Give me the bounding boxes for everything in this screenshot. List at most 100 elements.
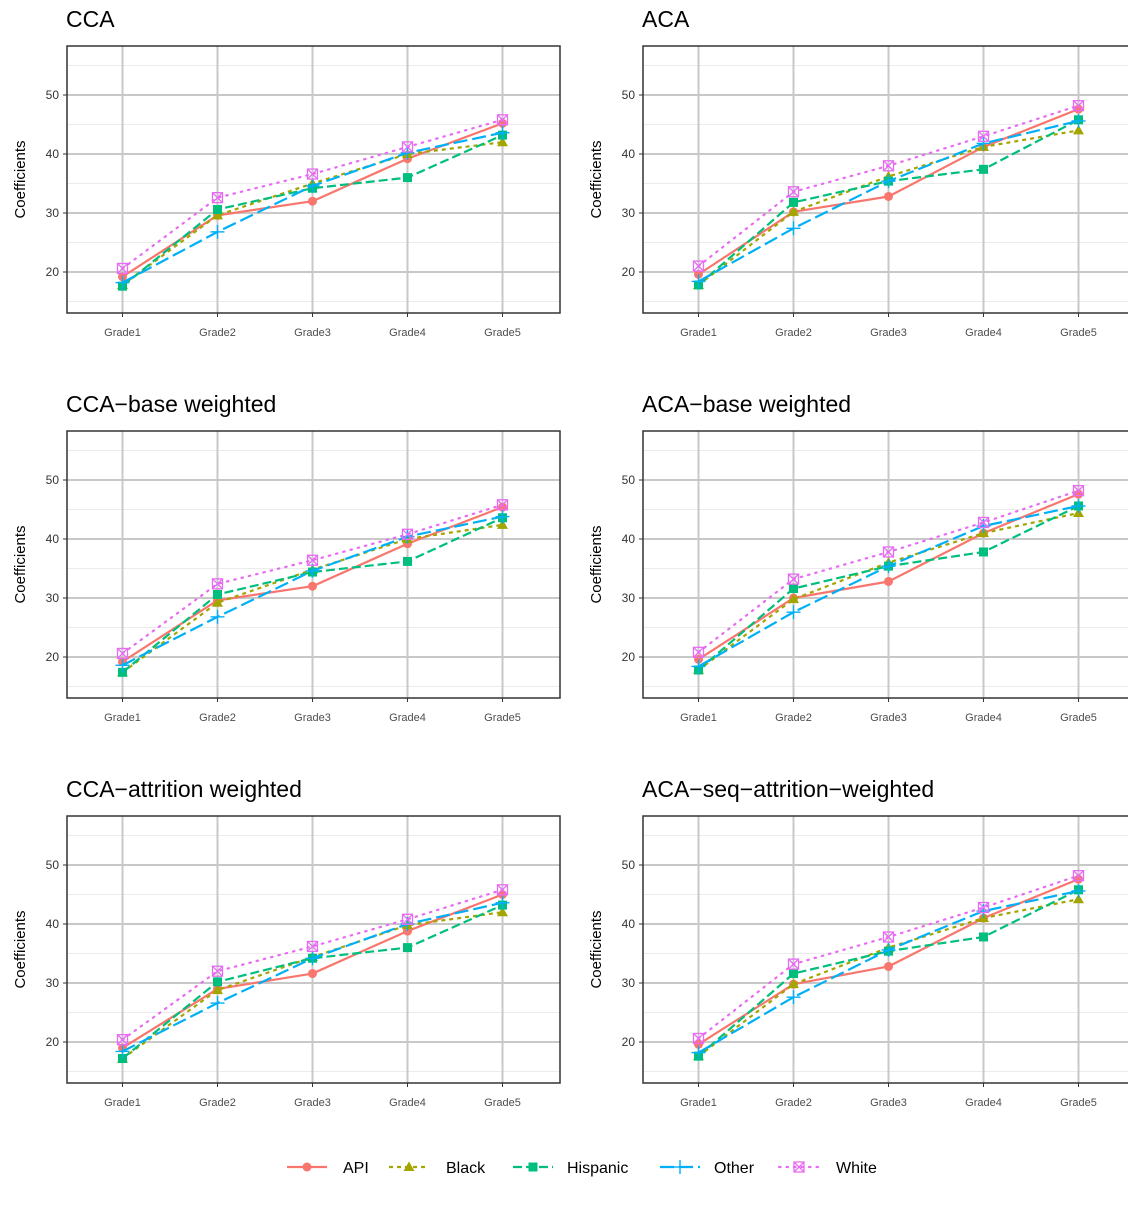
y-tick-label: 40 — [622, 532, 636, 546]
point-white-grade1-d2 — [693, 1033, 704, 1044]
panel-cca-base-weighted: 20 30 40 50 Grade1 Grade2 Grade3 Grade4 Grade5 Co… — [12, 391, 561, 724]
y-tick-label: 40 — [622, 147, 636, 161]
point-api-grade3 — [884, 191, 893, 201]
point-other-grade1 — [115, 1044, 130, 1059]
point-white-grade5-d2 — [1073, 485, 1084, 497]
x-tick-label: Grade3 — [870, 1097, 907, 1109]
point-white-grade3 — [882, 931, 895, 943]
legend-label-other: Other — [714, 1160, 755, 1177]
point-white-grade4-box — [401, 528, 414, 540]
point-other-grade5 — [495, 895, 510, 910]
x-tick-label: Grade5 — [484, 327, 521, 339]
point-black-grade5 — [1073, 893, 1084, 904]
point-hispanic-grade2 — [213, 589, 222, 599]
x-tick-label: Grade2 — [199, 327, 236, 339]
legend-key-marker-api — [302, 1162, 312, 1172]
y-axis-label: Coefficients — [588, 525, 605, 603]
point-white-grade1-box — [692, 1032, 705, 1045]
point-white-grade1 — [692, 1032, 705, 1045]
legend-label-white: White — [836, 1160, 877, 1177]
legend-key-marker-black — [403, 1161, 415, 1171]
series-white — [692, 99, 1085, 272]
point-black-grade2 — [788, 206, 799, 216]
point-white-grade2-box — [787, 186, 800, 198]
point-white-grade3-d2 — [307, 940, 318, 952]
y-axis-label: Coefficients — [12, 140, 29, 218]
point-white-grade4-d2 — [978, 130, 989, 142]
point-black-grade2 — [212, 209, 223, 220]
y-tick-label: 30 — [622, 591, 636, 605]
point-other-grade1 — [691, 274, 706, 289]
point-white-grade2-d2 — [212, 192, 223, 204]
point-other-grade3 — [881, 559, 896, 574]
x-tick-label: Grade2 — [199, 1097, 236, 1109]
point-hispanic-grade2 — [213, 977, 222, 987]
point-hispanic-grade2 — [789, 197, 798, 207]
panel-aca: 20 30 40 50 Grade1 Grade2 Grade3 Grade4 Grade5 Co… — [588, 6, 1128, 339]
point-white-grade3-d2 — [307, 168, 318, 180]
point-white-grade2-box — [787, 958, 800, 970]
point-white-grade1-d2 — [117, 263, 128, 274]
panel-aca-seq-attrition-weighted: 20 30 40 50 Grade1 Grade2 Grade3 Grade4 Grade5 Co… — [588, 776, 1128, 1109]
legend-key-marker-hispanic — [528, 1162, 538, 1172]
point-white-grade4 — [977, 130, 990, 142]
y-tick-label: 50 — [46, 88, 60, 102]
x-tick-label: Grade2 — [775, 712, 812, 724]
point-white-grade2-d2 — [212, 578, 223, 590]
legend-item-other: Other — [660, 1160, 755, 1177]
x-tick-label: Grade1 — [680, 327, 717, 339]
panel-aca-base-weighted: 20 30 40 50 Grade1 Grade2 Grade3 Grade4 Grade5 Co… — [588, 391, 1128, 724]
legend-item-white: White — [777, 1160, 877, 1177]
point-white-grade3 — [882, 160, 895, 172]
legend-label-black: Black — [446, 1160, 486, 1177]
y-tick-label: 30 — [622, 206, 636, 220]
point-other-grade3 — [305, 951, 320, 966]
series-line-hispanic — [121, 904, 503, 1060]
point-other-grade3 — [305, 178, 320, 193]
point-white-grade2-d2 — [788, 573, 799, 585]
panel-title: CCA — [66, 6, 115, 32]
x-tick-label: Grade4 — [389, 1097, 426, 1109]
point-white-grade5-d2 — [1073, 870, 1084, 882]
y-tick-label: 30 — [46, 591, 60, 605]
point-white-grade1-box — [692, 260, 705, 272]
panel-cca: 20 30 40 50 Grade1 Grade2 Grade3 Grade4 Grade5 Co… — [12, 6, 561, 339]
point-api-grade3 — [884, 961, 893, 971]
point-white-grade3 — [306, 554, 319, 566]
y-tick-label: 50 — [46, 473, 60, 487]
y-axis-label: Coefficients — [12, 525, 29, 603]
point-hispanic-grade4 — [979, 164, 988, 174]
y-tick-label: 30 — [46, 976, 60, 990]
point-api-grade3 — [308, 196, 317, 206]
point-other-grade1 — [691, 1045, 706, 1060]
point-white-grade2-d2 — [788, 186, 799, 198]
x-tick-label: Grade4 — [389, 712, 426, 724]
point-other-grade4 — [400, 145, 415, 160]
panel-border — [66, 45, 561, 314]
panel-border — [66, 430, 561, 699]
point-white-grade4-box — [977, 516, 990, 529]
point-white-grade1 — [116, 262, 129, 275]
point-white-grade3-box — [306, 940, 319, 953]
panel-title: CCA−base weighted — [66, 391, 276, 417]
point-white-grade4-box — [401, 141, 414, 153]
point-other-grade2 — [786, 221, 801, 236]
series-line-black — [697, 129, 1079, 286]
point-black-grade2 — [788, 593, 799, 604]
panel-title: ACA — [642, 6, 690, 32]
series-line-black — [697, 898, 1079, 1058]
point-white-grade1-box — [116, 1033, 129, 1046]
point-black-grade5 — [1073, 124, 1084, 135]
point-white-grade5-box — [1072, 869, 1085, 882]
point-white-grade5-d2 — [497, 114, 508, 126]
legend-item-api: API — [287, 1160, 369, 1177]
y-tick-label: 30 — [622, 976, 636, 990]
panel-title: CCA−attrition weighted — [66, 776, 302, 802]
series-line-black — [697, 511, 1079, 671]
point-api-grade5 — [498, 118, 507, 128]
x-tick-label: Grade3 — [294, 712, 331, 724]
point-white-grade3-box — [306, 554, 319, 566]
point-white-grade1 — [692, 646, 705, 658]
point-white-grade5-box — [496, 884, 509, 896]
